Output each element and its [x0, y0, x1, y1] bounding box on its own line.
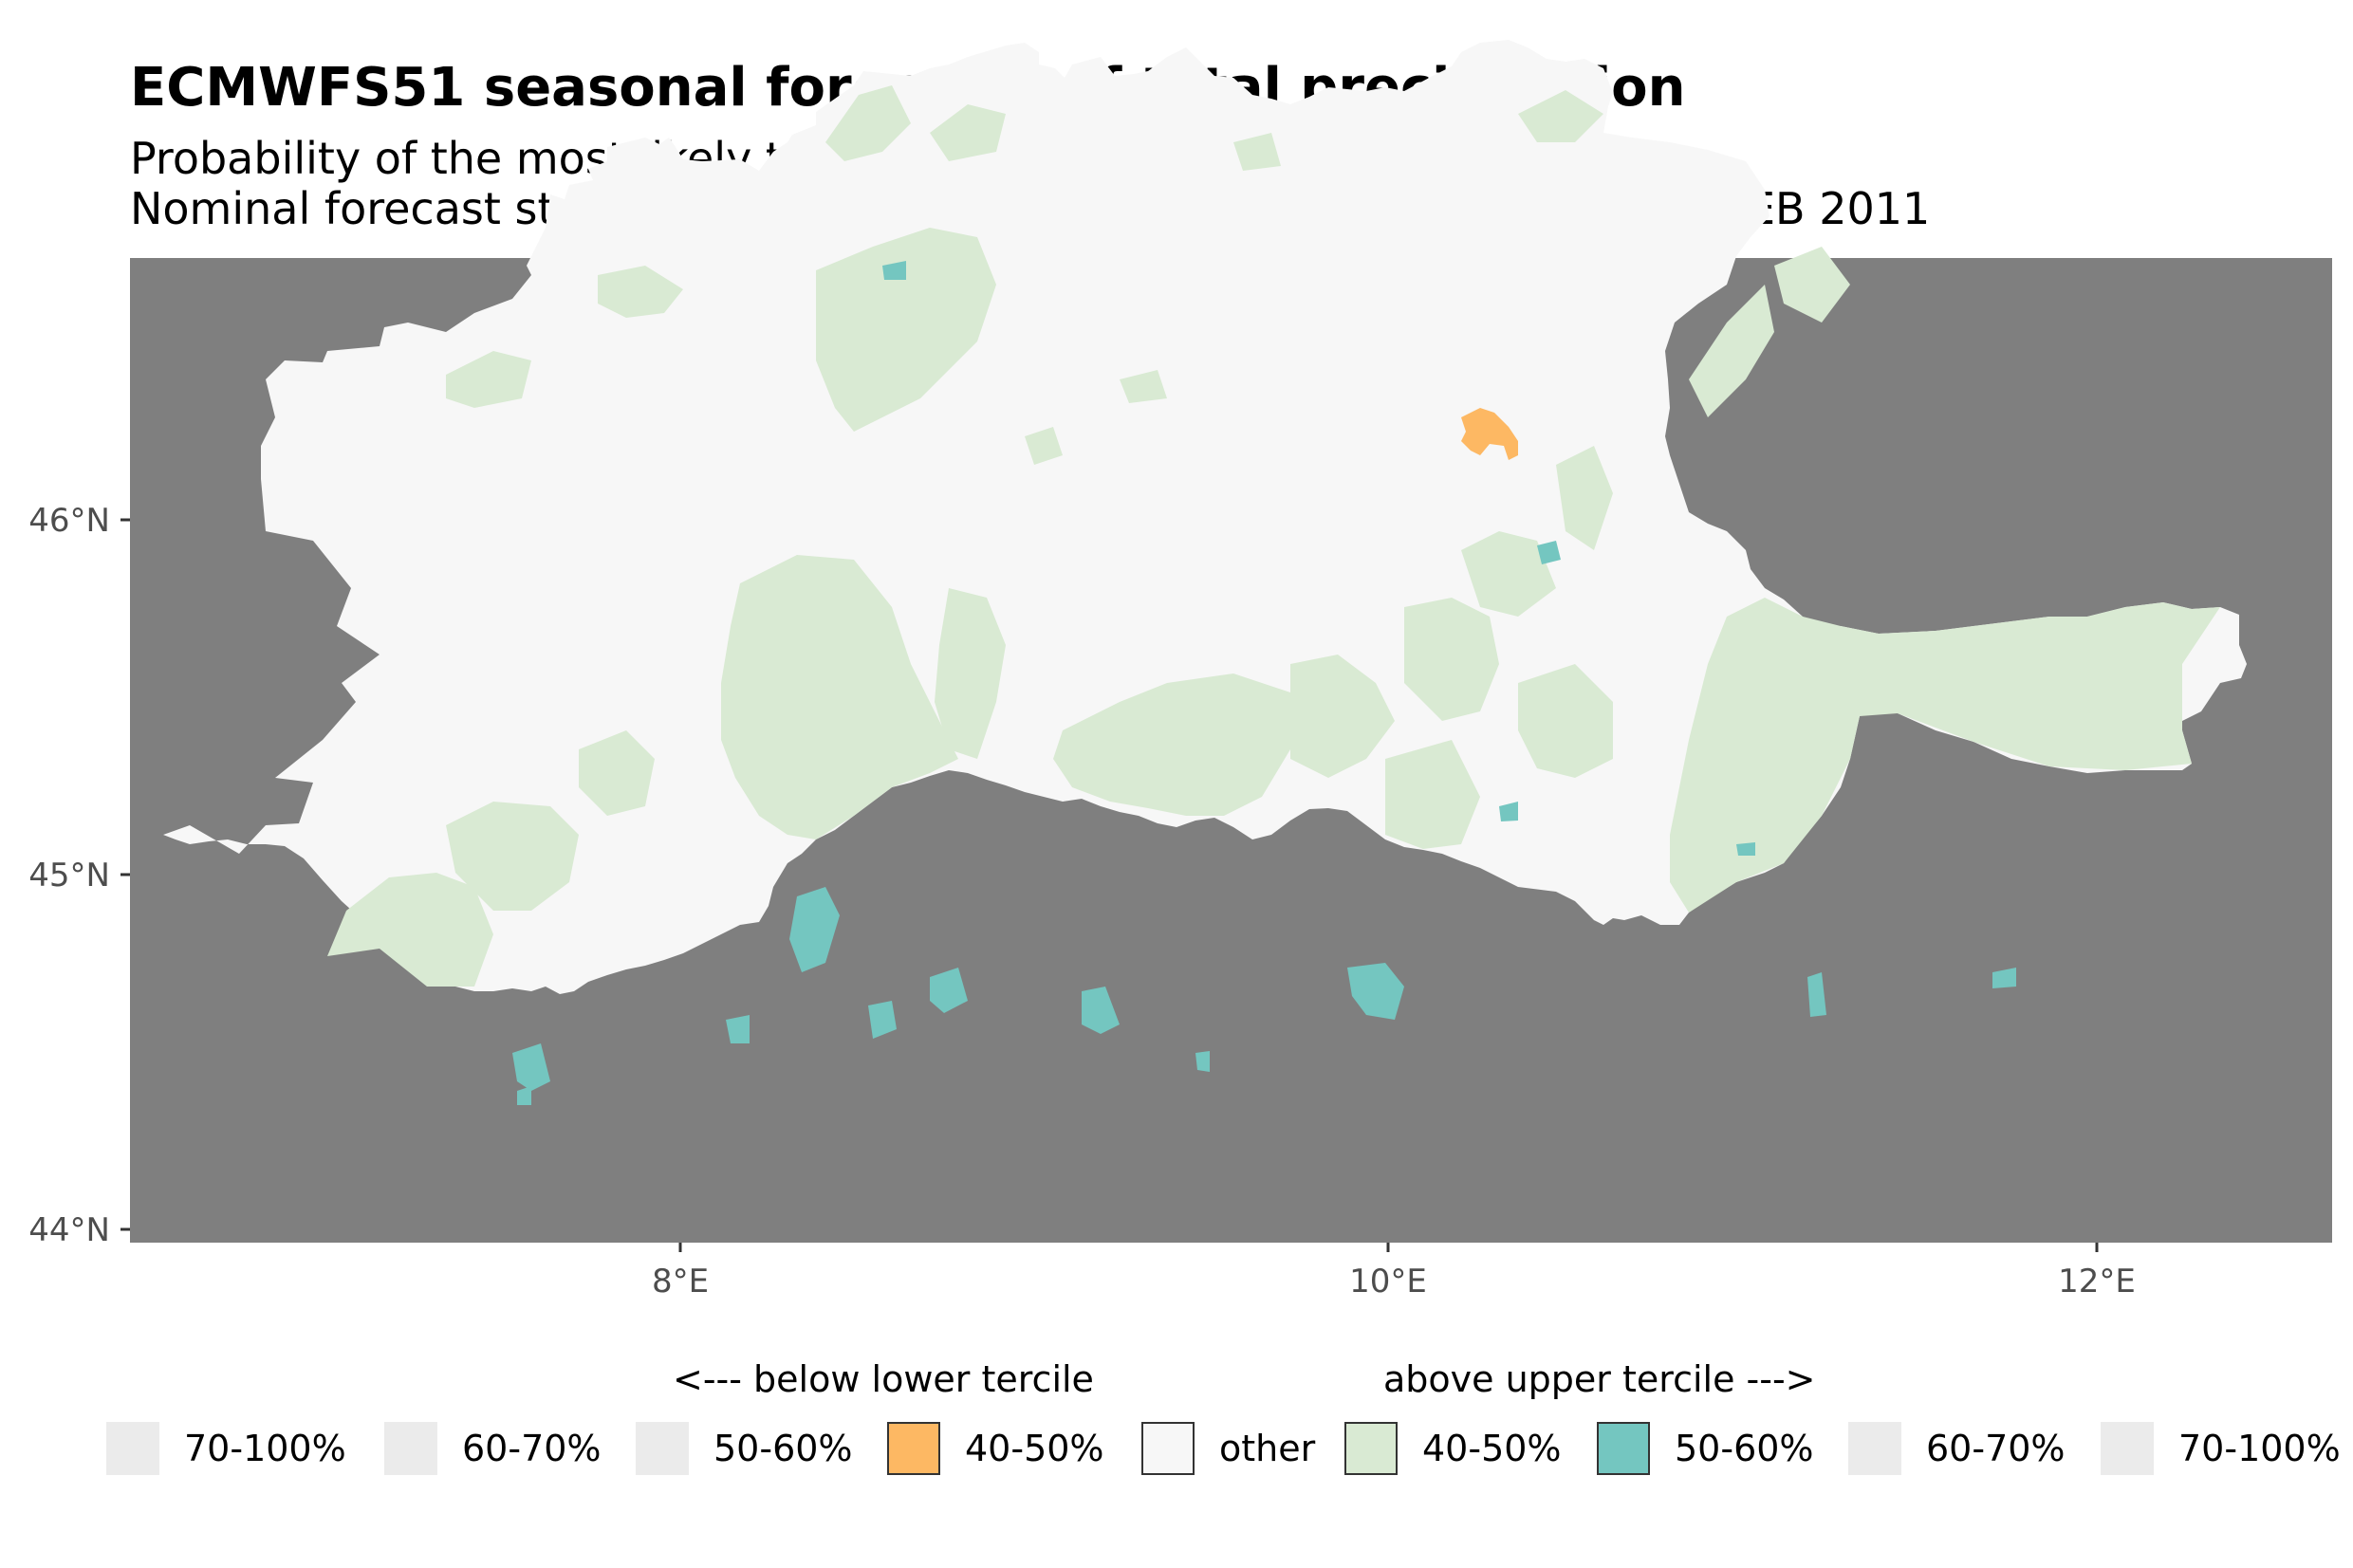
legend-item-above-50-60: 50-60% — [1597, 1421, 1814, 1476]
legend-item-above-40-50: 40-50% — [1344, 1421, 1562, 1476]
legend-label: 60-70% — [462, 1428, 602, 1469]
legend-label: 40-50% — [1422, 1428, 1562, 1469]
legend-item-above-70-100: 70-100% — [2101, 1421, 2341, 1476]
legend-swatch — [887, 1422, 940, 1475]
legend-above-heading: above upper tercile ---> — [1383, 1358, 1816, 1400]
legend-swatch — [2101, 1422, 2154, 1475]
legend-label: 50-60% — [1675, 1428, 1814, 1469]
legend-swatch — [106, 1422, 159, 1475]
legend-below-heading: <--- below lower tercile — [673, 1358, 1094, 1400]
legend-item-below-60-70: 60-70% — [384, 1421, 602, 1476]
y-label-46: 46°N — [28, 502, 110, 540]
legend-swatch — [384, 1422, 437, 1475]
legend-item-below-50-60: 50-60% — [636, 1421, 853, 1476]
x-label-12: 12°E — [2058, 1263, 2136, 1301]
y-axis — [120, 518, 130, 1231]
legend-swatch — [1141, 1422, 1195, 1475]
y-label-44: 44°N — [28, 1211, 110, 1249]
legend-label: 40-50% — [965, 1428, 1104, 1469]
y-label-45: 45°N — [28, 857, 110, 895]
legend-swatch — [1344, 1422, 1398, 1475]
legend-label: 70-100% — [2178, 1428, 2341, 1469]
legend-label: 70-100% — [184, 1428, 346, 1469]
legend-label: 50-60% — [713, 1428, 853, 1469]
legend-item-below-70-100: 70-100% — [106, 1421, 346, 1476]
legend-item-below-40-50: 40-50% — [887, 1421, 1104, 1476]
legend-item-above-60-70: 60-70% — [1848, 1421, 2066, 1476]
x-label-8: 8°E — [652, 1263, 709, 1301]
legend-label: other — [1219, 1428, 1316, 1469]
legend-swatch — [636, 1422, 689, 1475]
below-40-50-patch — [1461, 408, 1518, 460]
legend-swatch — [1597, 1422, 1650, 1475]
forecast-map: 46°N 45°N 44°N 8°E 10°E 12°E — [28, 85, 2332, 1301]
above-40-50-zones — [327, 85, 2220, 987]
x-axis — [678, 1243, 2099, 1252]
x-label-10: 10°E — [1349, 1263, 1427, 1301]
legend-swatch — [1848, 1422, 1901, 1475]
legend-item-other: other — [1141, 1421, 1315, 1476]
legend-label: 60-70% — [1926, 1428, 2066, 1469]
above-50-60-patches — [512, 261, 2016, 1105]
